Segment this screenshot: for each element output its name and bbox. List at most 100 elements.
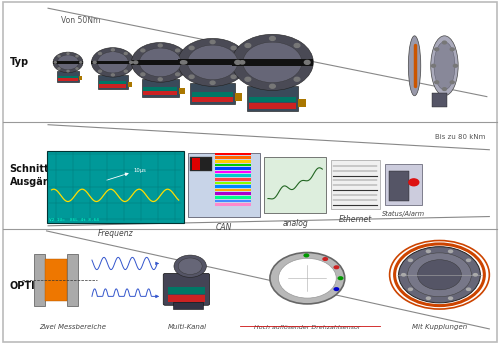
FancyBboxPatch shape [249,103,296,109]
Text: Von 50Nm: Von 50Nm [60,16,100,25]
Circle shape [426,249,431,253]
FancyBboxPatch shape [142,79,179,97]
Circle shape [270,252,344,304]
FancyBboxPatch shape [215,192,251,195]
Circle shape [322,257,328,261]
Circle shape [338,276,344,280]
Text: Bis zu 80 kNm: Bis zu 80 kNm [435,134,486,140]
Circle shape [245,77,250,81]
FancyBboxPatch shape [246,86,298,111]
FancyBboxPatch shape [432,93,447,107]
Circle shape [408,287,413,291]
FancyBboxPatch shape [235,94,242,100]
FancyBboxPatch shape [190,157,212,171]
Circle shape [408,253,472,297]
FancyBboxPatch shape [384,164,422,205]
Circle shape [409,179,419,186]
FancyBboxPatch shape [215,203,251,206]
FancyBboxPatch shape [215,164,251,166]
Circle shape [434,81,438,84]
Text: Schnittstellen/
Ausgänge: Schnittstellen/ Ausgänge [10,164,90,187]
FancyBboxPatch shape [46,151,184,223]
Text: Status/Alarm: Status/Alarm [382,211,425,217]
Circle shape [98,52,128,73]
Text: Ethernet: Ethernet [338,215,372,224]
Circle shape [98,70,102,72]
Circle shape [57,55,79,70]
FancyBboxPatch shape [232,59,314,66]
Text: Hoch auflösender Drehzahlsensor: Hoch auflösender Drehzahlsensor [254,325,360,330]
FancyBboxPatch shape [331,160,380,209]
Circle shape [426,297,431,300]
FancyBboxPatch shape [179,88,184,94]
Text: analog: analog [282,219,308,228]
FancyBboxPatch shape [44,259,66,301]
Text: OPTIONEN: OPTIONEN [10,281,66,291]
Text: Multi-Kanal: Multi-Kanal [168,324,207,330]
Circle shape [243,42,302,83]
FancyBboxPatch shape [34,254,44,305]
Text: Zwei Messbereiche: Zwei Messbereiche [40,324,106,330]
FancyBboxPatch shape [168,295,205,302]
FancyBboxPatch shape [79,76,82,80]
FancyBboxPatch shape [215,171,251,173]
Circle shape [67,71,69,72]
Circle shape [245,43,250,47]
Circle shape [92,47,134,77]
Circle shape [76,55,78,57]
FancyBboxPatch shape [192,97,233,102]
Circle shape [235,61,240,64]
FancyBboxPatch shape [192,92,233,97]
Circle shape [398,247,480,303]
Circle shape [58,68,60,69]
Circle shape [294,77,300,81]
FancyBboxPatch shape [192,158,200,170]
Circle shape [180,61,186,64]
Text: V2 1U=  86L 4t 8.64: V2 1U= 86L 4t 8.64 [48,218,98,222]
Circle shape [178,39,248,86]
Circle shape [54,62,56,63]
FancyBboxPatch shape [132,60,189,65]
Circle shape [112,74,114,76]
FancyBboxPatch shape [98,75,128,89]
FancyBboxPatch shape [264,157,326,213]
Circle shape [472,273,478,277]
Circle shape [67,53,69,54]
Circle shape [189,46,194,50]
FancyBboxPatch shape [249,97,296,103]
FancyBboxPatch shape [215,160,251,163]
Circle shape [53,52,83,73]
Circle shape [454,64,458,67]
Circle shape [334,265,340,269]
FancyBboxPatch shape [58,76,78,78]
Circle shape [124,53,128,55]
Circle shape [450,48,454,51]
Circle shape [80,62,82,63]
FancyBboxPatch shape [215,167,251,170]
FancyBboxPatch shape [3,2,497,342]
Circle shape [176,73,180,76]
Circle shape [432,64,436,67]
FancyBboxPatch shape [178,60,248,65]
Circle shape [270,84,276,88]
Circle shape [448,297,454,300]
Circle shape [93,61,96,63]
Circle shape [232,34,314,90]
FancyBboxPatch shape [215,189,251,192]
FancyBboxPatch shape [168,287,205,294]
Circle shape [158,44,162,47]
FancyBboxPatch shape [215,178,251,181]
Circle shape [130,61,132,63]
Text: 10µs: 10µs [133,168,146,173]
FancyBboxPatch shape [92,61,134,64]
Circle shape [270,36,276,41]
Circle shape [278,258,336,298]
Circle shape [448,249,454,253]
Text: CAN: CAN [216,223,232,233]
Circle shape [450,81,454,84]
Circle shape [189,75,194,78]
FancyBboxPatch shape [215,196,251,199]
FancyBboxPatch shape [57,71,79,82]
Circle shape [210,40,215,44]
Circle shape [141,73,145,76]
